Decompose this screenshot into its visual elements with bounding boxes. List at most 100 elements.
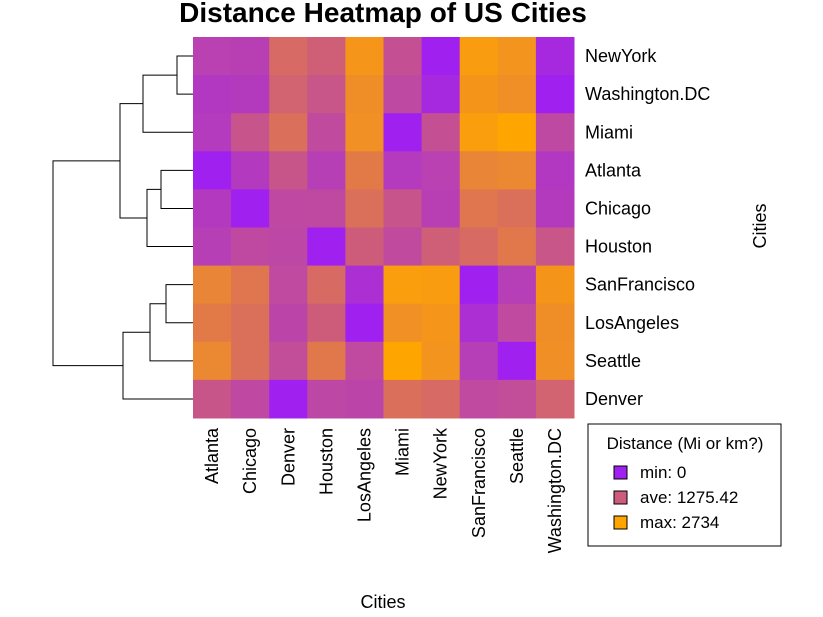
heatmap-cell bbox=[421, 379, 461, 419]
heatmap-cell bbox=[497, 37, 537, 76]
legend-entry-label: ave: 1275.42 bbox=[640, 488, 738, 507]
column-label: NewYork bbox=[431, 427, 451, 499]
heatmap-cell bbox=[231, 189, 270, 228]
heatmap-cell bbox=[535, 303, 575, 343]
heatmap-cell bbox=[497, 151, 537, 190]
heatmap-cell bbox=[345, 113, 384, 152]
heatmap-cells bbox=[193, 37, 575, 419]
heatmap-cell bbox=[307, 113, 346, 152]
dendrogram-link bbox=[142, 74, 193, 133]
heatmap-cell bbox=[383, 265, 423, 305]
heatmap-cell bbox=[383, 303, 423, 343]
heatmap-cell bbox=[383, 227, 423, 267]
legend-swatch bbox=[613, 515, 628, 530]
heatmap-cell bbox=[421, 189, 461, 228]
dendrogram-link bbox=[160, 169, 193, 209]
legend-entry-label: min: 0 bbox=[640, 463, 686, 482]
row-dendrogram bbox=[52, 55, 193, 400]
heatmap-cell bbox=[231, 379, 270, 419]
column-label: Miami bbox=[393, 428, 413, 476]
heatmap-cell bbox=[459, 37, 499, 76]
heatmap-cell bbox=[497, 75, 537, 114]
heatmap-cell bbox=[497, 379, 537, 419]
row-label: Washington.DC bbox=[585, 84, 710, 104]
heatmap-cell bbox=[421, 75, 461, 114]
heatmap-cell bbox=[193, 227, 232, 267]
heatmap-cell bbox=[535, 75, 575, 114]
heatmap-cell bbox=[269, 37, 308, 76]
heatmap-cell bbox=[345, 227, 384, 267]
heatmap-cell bbox=[345, 341, 384, 381]
heatmap-cell bbox=[497, 341, 537, 381]
row-label: LosAngeles bbox=[585, 313, 679, 333]
heatmap-cell bbox=[307, 227, 346, 267]
heatmap-cell bbox=[459, 151, 499, 190]
column-label: Houston bbox=[316, 428, 336, 495]
heatmap-cell bbox=[193, 303, 232, 343]
legend-entry-label: max: 2734 bbox=[640, 513, 719, 532]
heatmap-cell bbox=[383, 75, 423, 114]
heatmap-cell bbox=[345, 75, 384, 114]
heatmap-cell bbox=[345, 303, 384, 343]
heatmap-cell bbox=[459, 75, 499, 114]
heatmap-cell bbox=[535, 151, 575, 190]
heatmap-cell bbox=[497, 303, 537, 343]
heatmap-cell bbox=[193, 379, 232, 419]
heatmap-cell bbox=[535, 37, 575, 76]
heatmap-cell bbox=[459, 189, 499, 228]
heatmap-cell bbox=[421, 113, 461, 152]
heatmap-cell bbox=[383, 37, 423, 76]
column-label: SanFrancisco bbox=[469, 428, 489, 538]
heatmap-cell bbox=[269, 303, 308, 343]
heatmap-cell bbox=[193, 151, 232, 190]
heatmap-cell bbox=[421, 151, 461, 190]
heatmap-cell bbox=[497, 265, 537, 305]
dendrogram-link bbox=[52, 160, 123, 367]
heatmap-cell bbox=[231, 37, 270, 76]
x-axis-label: Cities bbox=[360, 592, 405, 612]
row-label: Chicago bbox=[585, 199, 651, 219]
heatmap-cell bbox=[421, 303, 461, 343]
heatmap-cell bbox=[231, 303, 270, 343]
row-label: NewYork bbox=[585, 46, 657, 66]
heatmap-cell bbox=[345, 37, 384, 76]
heatmap-cell bbox=[383, 113, 423, 152]
heatmap-cell bbox=[535, 227, 575, 267]
heatmap-cell bbox=[345, 151, 384, 190]
legend-swatch bbox=[613, 490, 628, 505]
heatmap-cell bbox=[231, 75, 270, 114]
heatmap-cell bbox=[497, 189, 537, 228]
column-label: LosAngeles bbox=[355, 428, 375, 522]
heatmap-cell bbox=[193, 189, 232, 228]
heatmap-cell bbox=[231, 265, 270, 305]
heatmap-cell bbox=[383, 151, 423, 190]
heatmap-cell bbox=[421, 37, 461, 76]
column-label: Chicago bbox=[240, 428, 260, 494]
heatmap-cell bbox=[307, 37, 346, 76]
heatmap-cell bbox=[535, 189, 575, 228]
heatmap-cell bbox=[383, 189, 423, 228]
heatmap-cell bbox=[269, 75, 308, 114]
heatmap-cell bbox=[231, 341, 270, 381]
row-label: Houston bbox=[585, 237, 652, 257]
heatmap-cell bbox=[459, 379, 499, 419]
heatmap-cell bbox=[193, 75, 232, 114]
heatmap-cell bbox=[345, 189, 384, 228]
heatmap-cell bbox=[535, 265, 575, 305]
legend-title: Distance (Mi or km?) bbox=[607, 434, 764, 453]
row-labels: NewYork Washington.DC Miami Atlanta Chicago H… bbox=[585, 46, 710, 409]
heatmap-cell bbox=[269, 379, 308, 419]
heatmap-cell bbox=[345, 379, 384, 419]
heatmap-cell bbox=[269, 227, 308, 267]
legend-swatch bbox=[613, 465, 628, 480]
heatmap-cell bbox=[459, 341, 499, 381]
heatmap-cell bbox=[345, 265, 384, 305]
heatmap-cell bbox=[421, 341, 461, 381]
heatmap-cell bbox=[459, 227, 499, 267]
dendrogram-link bbox=[176, 55, 193, 95]
heatmap-cell bbox=[535, 379, 575, 419]
heatmap-cell bbox=[231, 227, 270, 267]
heatmap-cell bbox=[269, 189, 308, 228]
heatmap-cell bbox=[383, 341, 423, 381]
heatmap-cell bbox=[497, 227, 537, 267]
